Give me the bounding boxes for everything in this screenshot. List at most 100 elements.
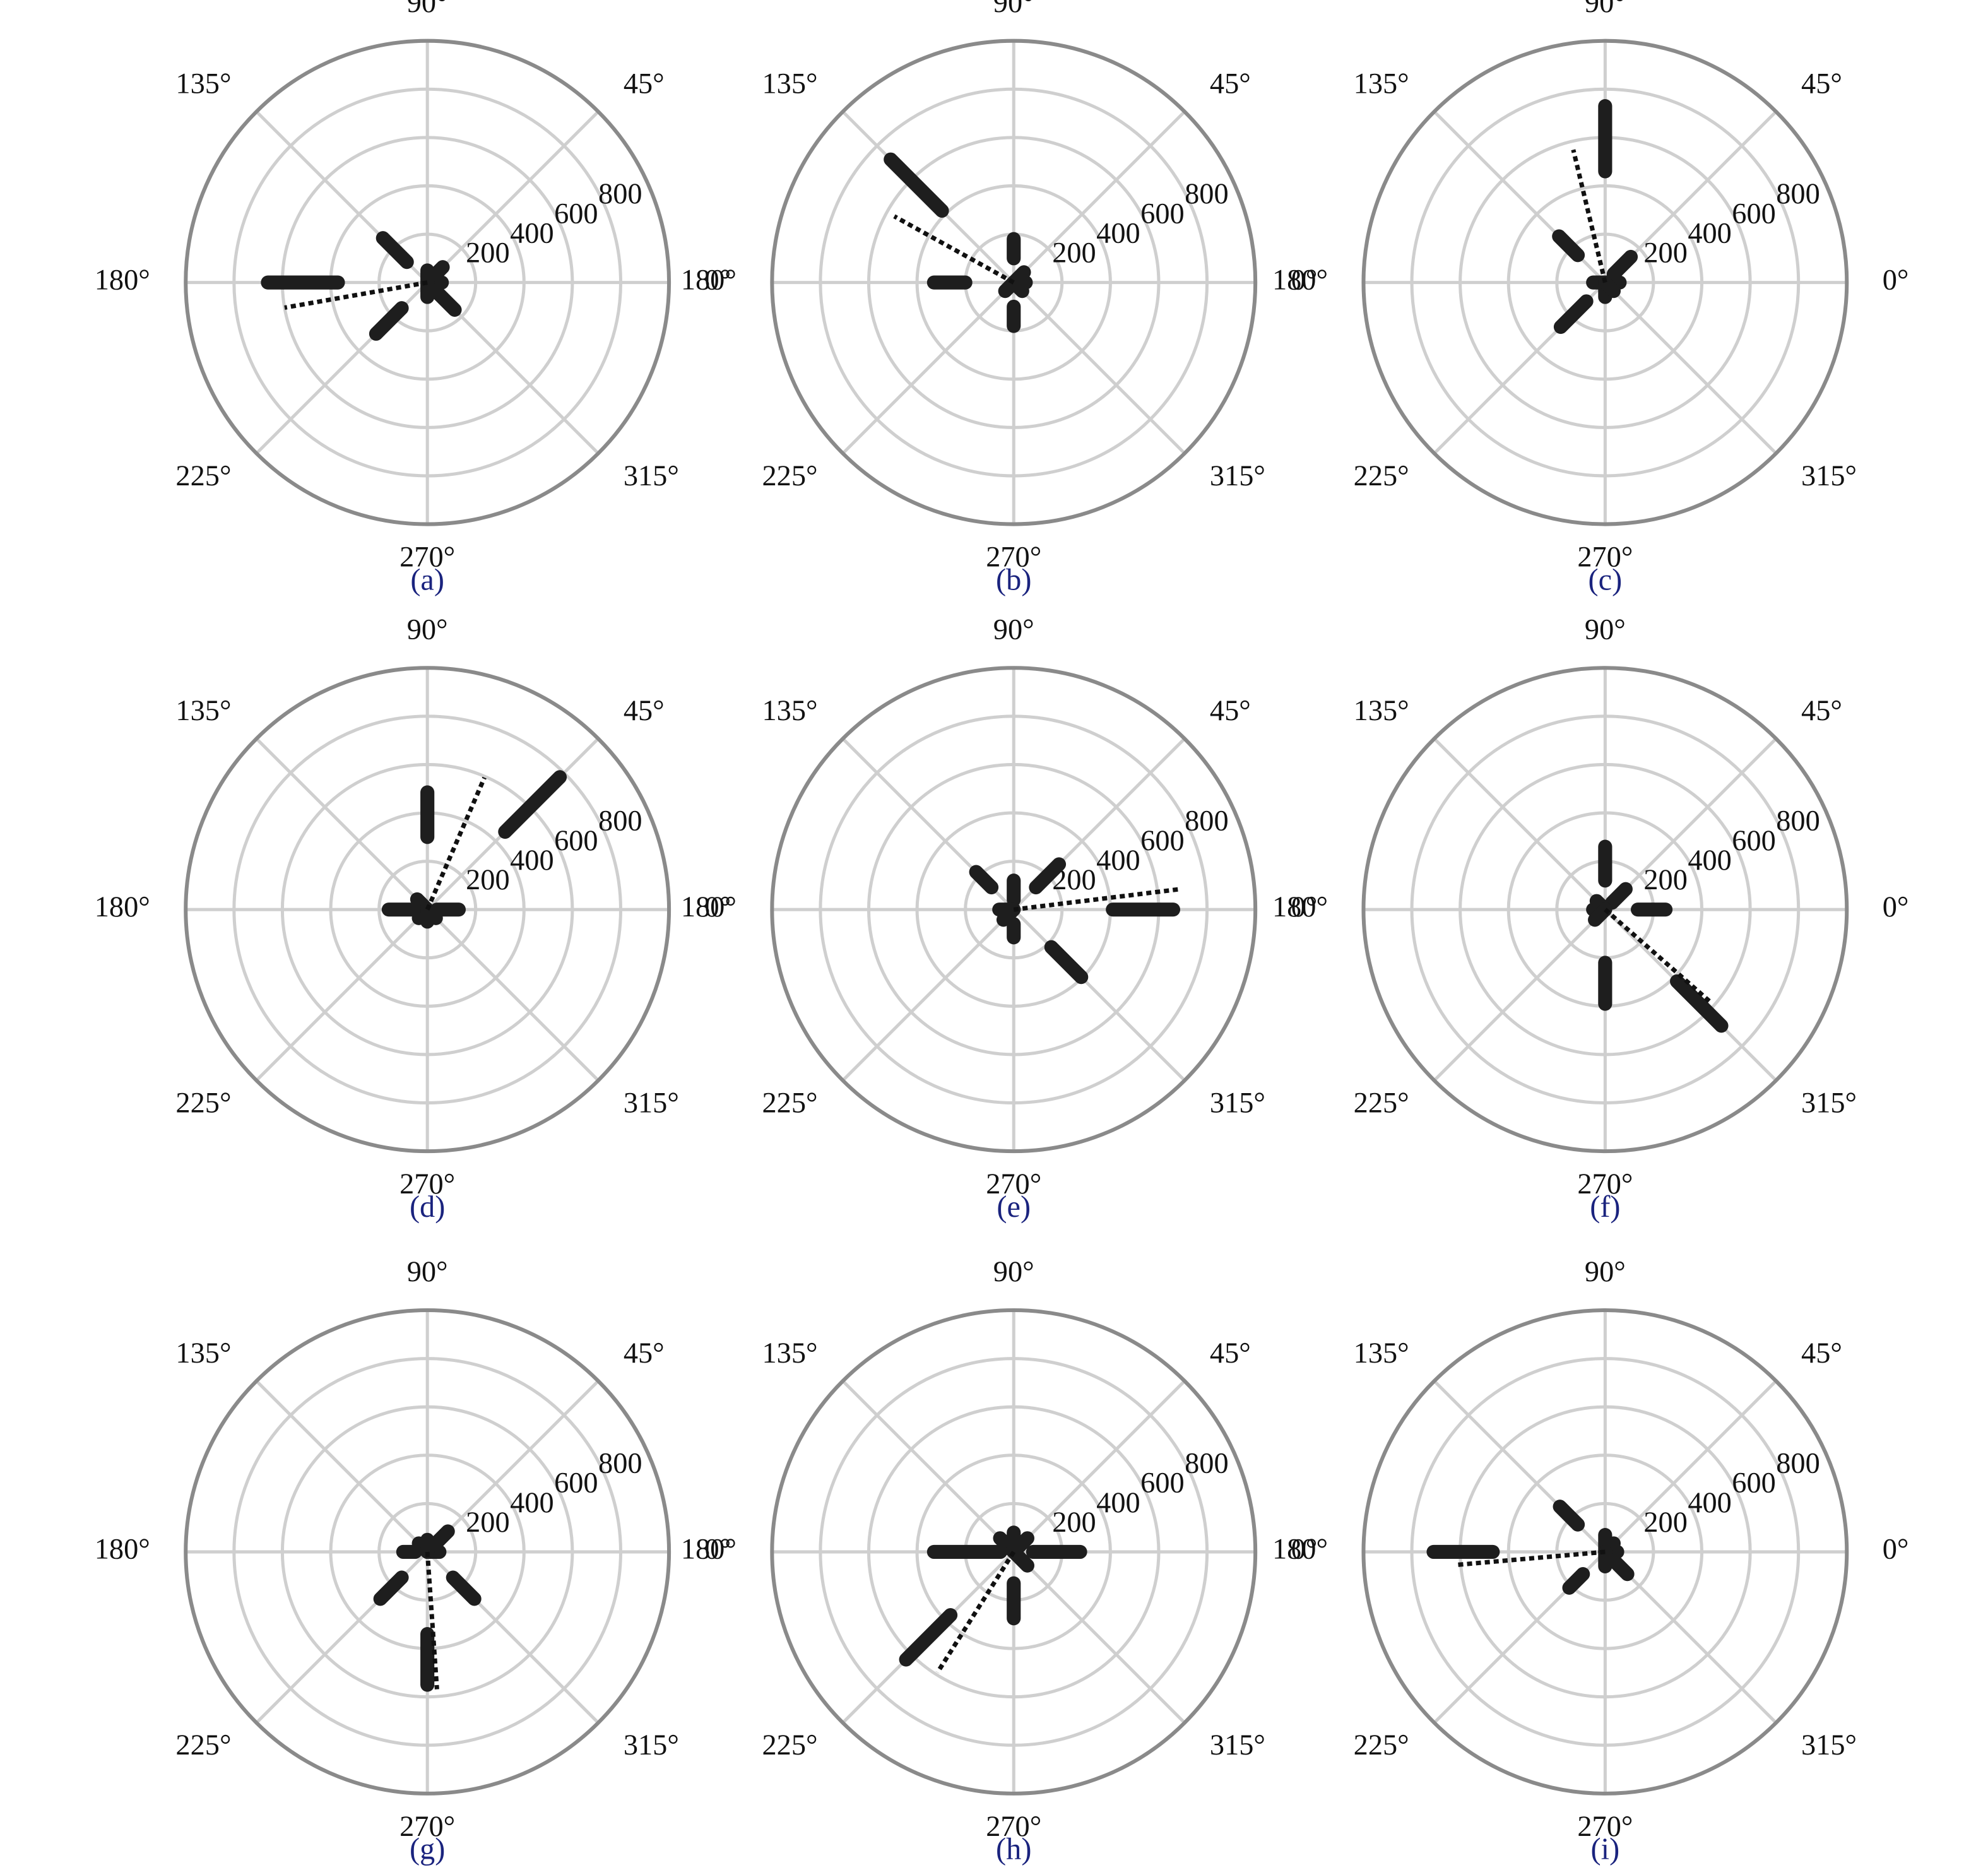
angle-label: 270°: [986, 1811, 1041, 1843]
bar: [1552, 229, 1585, 263]
bar: [420, 902, 443, 925]
outer-ring: [184, 38, 672, 526]
angle-label: 180°: [681, 1534, 737, 1566]
grid-spoke: [426, 110, 600, 284]
r-tick-label: 400: [1096, 217, 1140, 249]
angle-label: 135°: [175, 68, 231, 100]
angle-label: 90°: [993, 613, 1034, 646]
r-tick-label: 400: [1688, 844, 1732, 877]
r-tick-label: 800: [1185, 1448, 1229, 1480]
angle-label: 270°: [1577, 541, 1633, 574]
mean-vector: [893, 214, 1015, 285]
angle-label: 180°: [681, 264, 737, 296]
angle-label: 315°: [1801, 1087, 1857, 1119]
outer-ring: [770, 666, 1258, 1154]
grid-spoke: [1604, 1380, 1777, 1553]
angle-label: 180°: [95, 264, 150, 296]
subplot-label: (f): [1590, 1190, 1620, 1224]
angle-label: 135°: [1354, 695, 1409, 727]
angle-label: 45°: [1210, 1337, 1251, 1370]
angle-label: 225°: [175, 460, 231, 492]
grid-spoke: [426, 1380, 600, 1553]
grid-spoke: [1012, 908, 1186, 1082]
r-tick-label: 600: [554, 198, 598, 230]
r-tick-label: 600: [1140, 1467, 1185, 1500]
r-tick-label: 800: [598, 178, 642, 210]
r-tick-label: 400: [1688, 217, 1732, 249]
r-tick-label: 600: [1140, 825, 1185, 857]
grid-spoke: [1433, 737, 1607, 911]
angle-label: 270°: [399, 1168, 455, 1200]
angle-label: 270°: [1577, 1811, 1633, 1843]
angle-label: 90°: [1585, 1256, 1626, 1288]
grid-spoke: [1604, 1551, 1777, 1724]
r-tick-label: 200: [466, 864, 510, 896]
angle-label: 225°: [762, 460, 818, 492]
angle-label: 315°: [1210, 1087, 1265, 1119]
grid-spoke: [1012, 1380, 1186, 1553]
grid-spoke: [1604, 737, 1777, 911]
r-tick-label: 400: [1096, 1487, 1140, 1519]
bar: [1553, 1500, 1585, 1532]
subplot-label: (a): [410, 563, 444, 596]
mean-vector: [1604, 908, 1712, 1004]
angle-label: 90°: [1585, 0, 1626, 19]
mean-vector: [1013, 887, 1182, 912]
subplot-label: (d): [410, 1190, 445, 1224]
subplot-label: (e): [997, 1190, 1031, 1224]
bar: [996, 902, 1021, 927]
angle-label: 270°: [1577, 1168, 1633, 1200]
bar: [1670, 974, 1729, 1033]
r-tick-label: 400: [1688, 1487, 1732, 1519]
bar: [427, 1524, 455, 1553]
angle-label: 315°: [1801, 460, 1857, 492]
r-tick-label: 600: [554, 1467, 598, 1500]
angle-label: 45°: [624, 1337, 665, 1370]
angle-label: 270°: [399, 541, 455, 574]
r-tick-label: 200: [466, 1506, 510, 1539]
angle-label: 180°: [95, 1534, 150, 1566]
angle-label: 180°: [95, 891, 150, 923]
grid-spoke: [1604, 281, 1777, 455]
r-tick-label: 200: [466, 237, 510, 269]
grid-spoke: [255, 737, 429, 911]
bar: [429, 284, 462, 317]
angle-label: 45°: [624, 68, 665, 100]
outer-ring: [184, 1308, 672, 1796]
angle-label: 0°: [705, 264, 731, 296]
bar: [1598, 275, 1621, 299]
angle-label: 0°: [1291, 891, 1318, 923]
bar: [446, 1570, 482, 1606]
angle-label: 315°: [1210, 1729, 1265, 1761]
angle-label: 45°: [1210, 695, 1251, 727]
grid-spoke: [255, 1380, 429, 1553]
bar: [376, 231, 414, 269]
angle-label: 0°: [1883, 264, 1909, 296]
mean-vector: [935, 1551, 1016, 1674]
subplot-label: (c): [1589, 563, 1623, 596]
bar: [373, 1570, 409, 1606]
r-tick-label: 800: [1776, 805, 1820, 837]
r-tick-label: 800: [1185, 805, 1229, 837]
angle-label: 90°: [993, 0, 1034, 19]
r-tick-label: 400: [510, 844, 554, 877]
grid-spoke: [1012, 1551, 1186, 1724]
angle-label: 225°: [1354, 1729, 1409, 1761]
outer-ring: [1361, 666, 1849, 1154]
angle-label: 225°: [762, 1729, 818, 1761]
bar: [1606, 1553, 1635, 1582]
angle-label: 225°: [762, 1087, 818, 1119]
mean-vector: [425, 776, 487, 911]
angle-label: 45°: [1801, 68, 1842, 100]
outer-ring: [1361, 1308, 1849, 1796]
angle-label: 90°: [1585, 613, 1626, 646]
angle-label: 0°: [1291, 264, 1318, 296]
angle-label: 45°: [1210, 68, 1251, 100]
outer-ring: [1361, 38, 1849, 526]
r-tick-label: 800: [598, 1448, 642, 1480]
angle-label: 270°: [986, 541, 1041, 574]
bar: [1562, 1567, 1590, 1595]
subplot-label: (b): [996, 563, 1031, 596]
angle-label: 135°: [1354, 1337, 1409, 1370]
r-tick-label: 600: [1140, 198, 1185, 230]
